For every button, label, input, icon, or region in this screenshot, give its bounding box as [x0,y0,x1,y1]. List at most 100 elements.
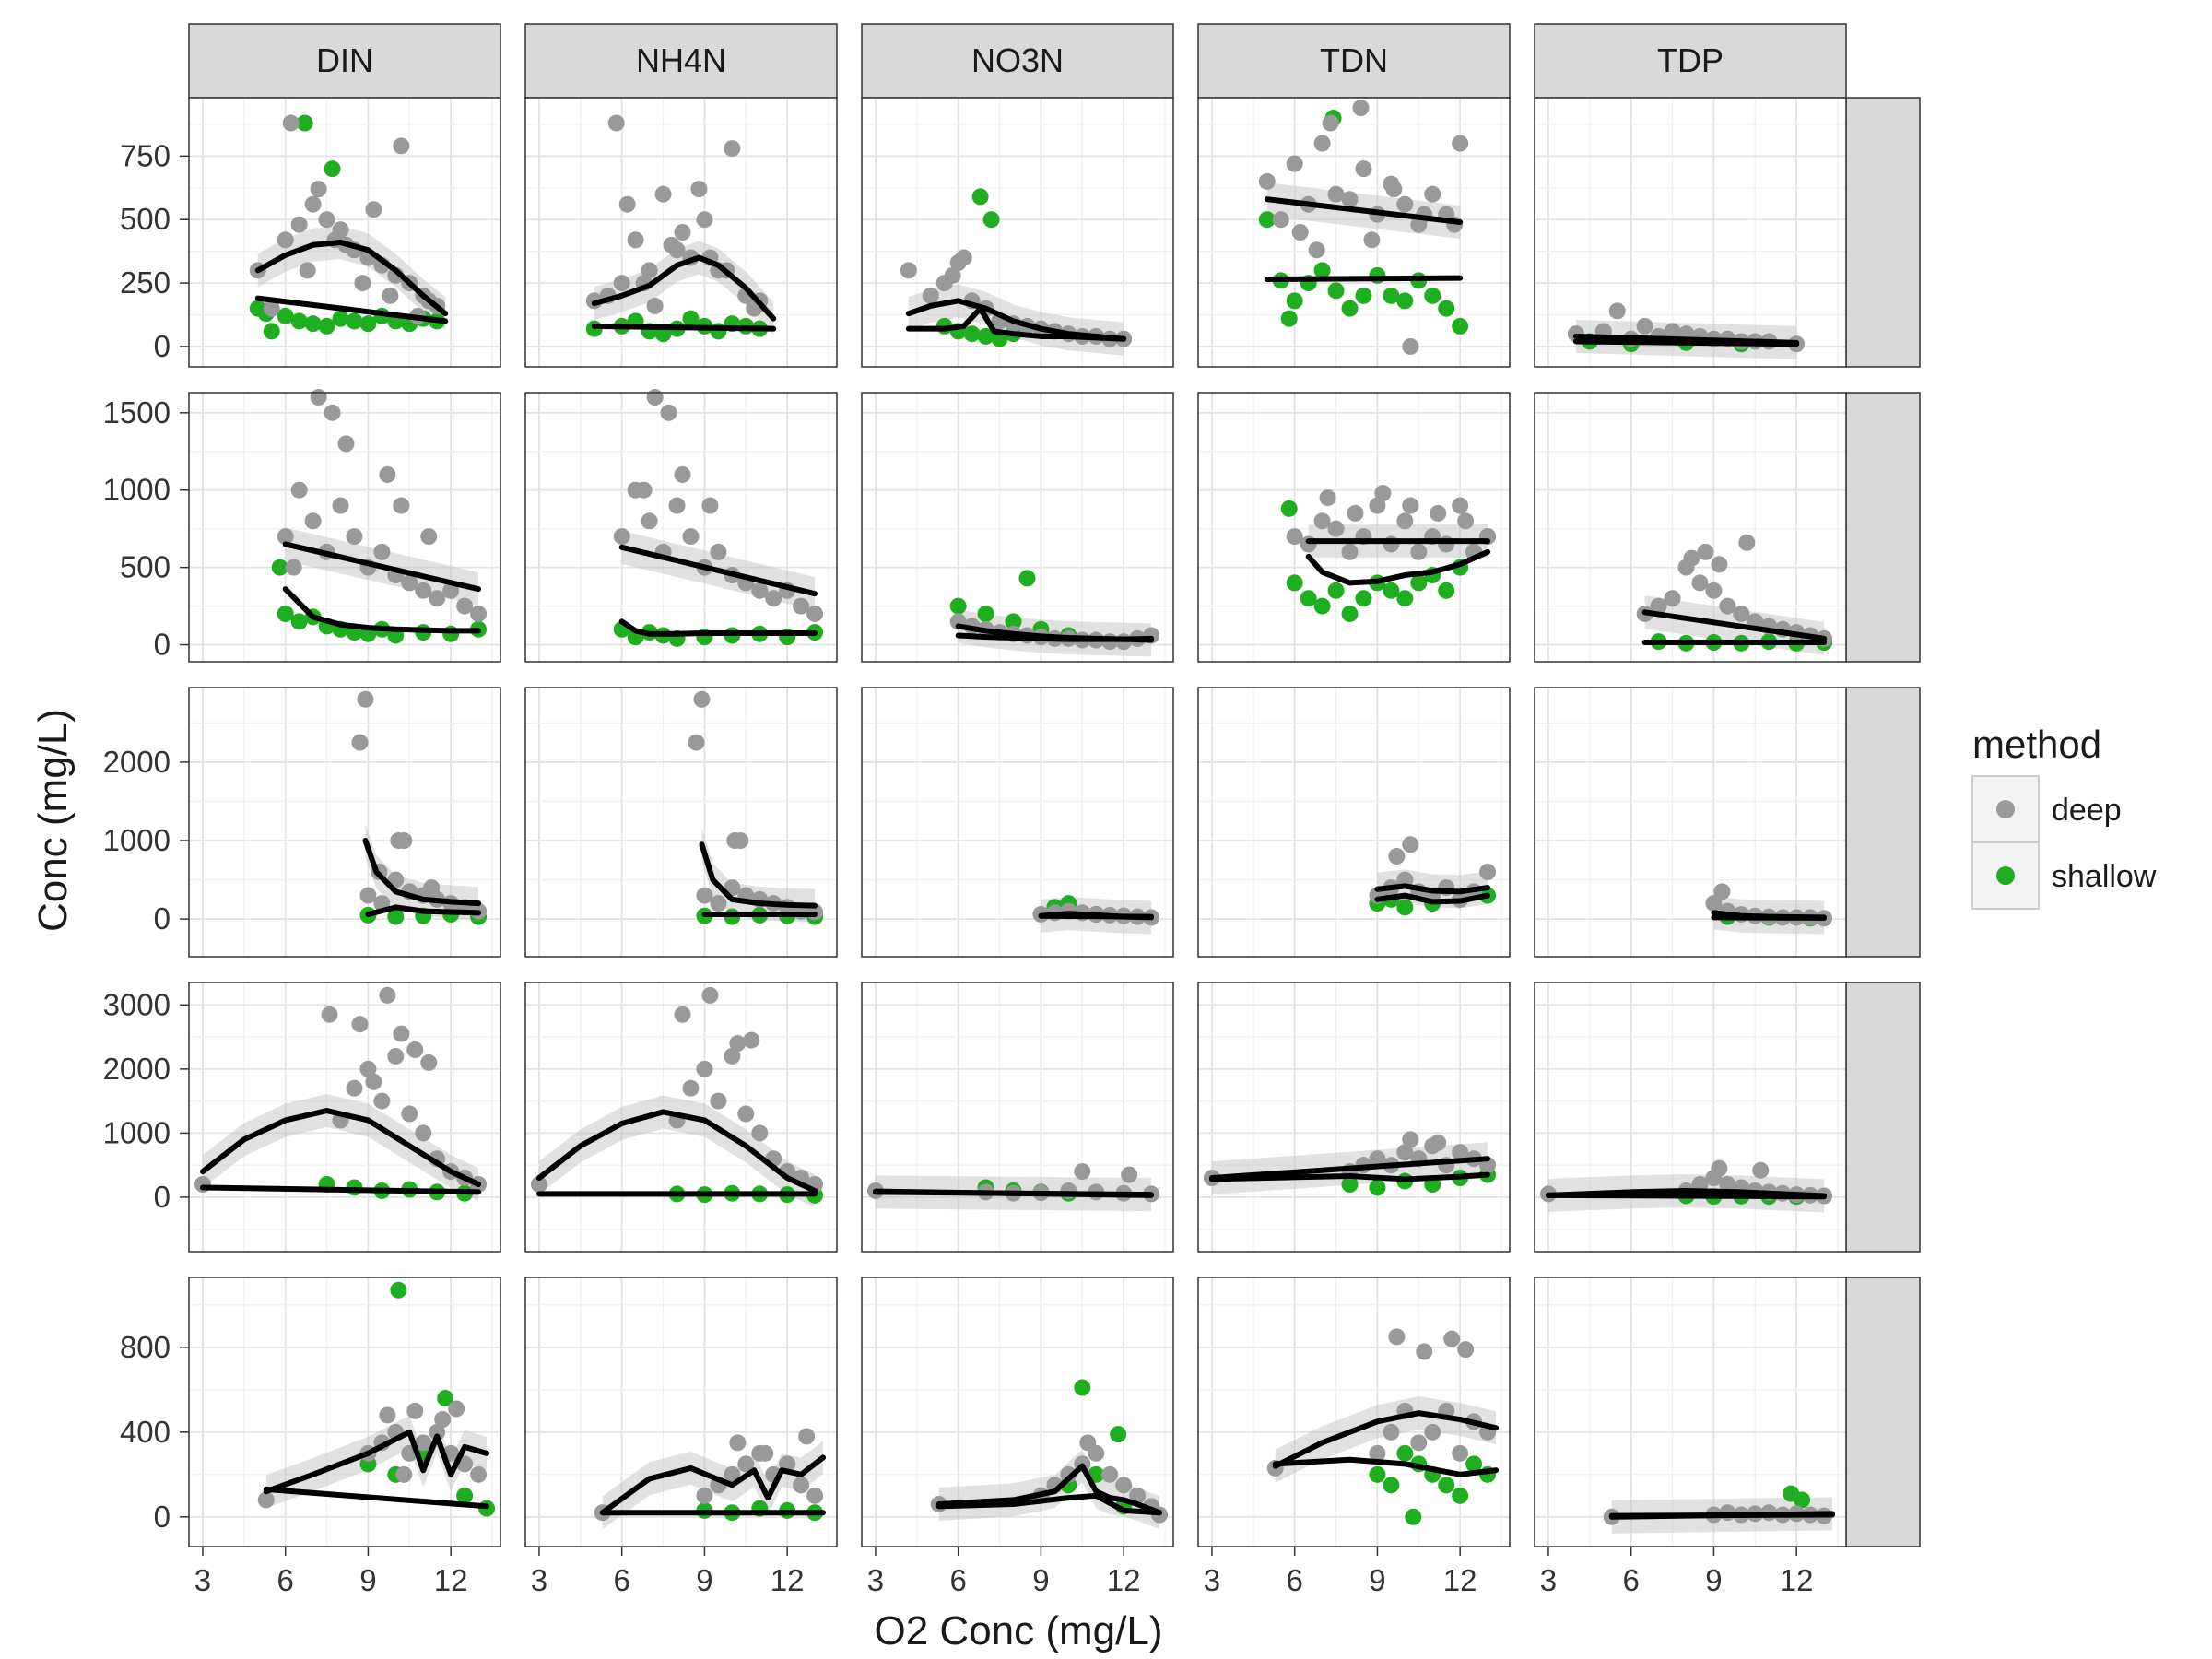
y-tick-label: 500 [120,550,171,584]
data-point-deep [607,114,625,132]
data-point-deep [806,1487,824,1504]
data-point-deep [1291,224,1309,241]
panel-border [188,687,501,958]
data-point-deep [613,528,630,546]
data-point-deep [1457,1341,1475,1359]
data-point-deep [365,201,382,218]
data-point-deep [1705,895,1723,912]
x-tick-label: 3 [531,1563,547,1597]
smooth-line-deep [263,1429,490,1495]
x-tick-label: 12 [1780,1563,1814,1597]
data-point-deep [1697,543,1714,560]
data-point-shallow [304,315,322,333]
data-point-deep [1382,1423,1400,1441]
facet-panel [188,1277,501,1547]
panel-border [1534,687,1847,958]
data-point-deep [395,832,413,850]
facet-panel [1197,982,1511,1253]
data-point-deep [379,1406,396,1424]
column-strip-background [861,23,1174,99]
data-point-deep [641,262,658,279]
data-point-deep [751,582,769,599]
data-point-shallow [290,312,308,330]
smooth-line-shallow [365,904,482,918]
data-point-deep [1363,231,1381,249]
data-point-deep [1650,597,1667,615]
panel-border [188,392,501,663]
data-point-deep [668,497,686,514]
data-point-deep [337,435,355,453]
data-point-deep [922,287,939,304]
data-point-deep [955,249,972,266]
data-point-deep [1711,1159,1728,1177]
data-point-deep [1416,1343,1433,1360]
smooth-line-shallow [199,1184,482,1195]
data-point-shallow [1382,1477,1400,1494]
data-point-deep [688,734,705,751]
data-point-deep [1121,1166,1138,1183]
column-strip: TDN [1197,23,1511,99]
data-point-deep [1608,302,1626,320]
data-point-shallow [1369,1179,1386,1196]
data-point-deep [696,1060,713,1077]
data-point-deep [1313,512,1331,530]
panel-background [1535,98,1846,367]
x-tick-label: 6 [277,1563,294,1597]
data-point-deep [724,1465,741,1483]
y-axis-title: Conc (mg/L) [30,709,76,932]
data-point-shallow [1110,1426,1127,1443]
panel-border [524,392,838,663]
smooth-line-deep [1272,1410,1500,1469]
data-point-deep [1355,160,1372,178]
column-strip-background [1197,23,1511,99]
row-strip: Crystal Lake [1845,687,1921,958]
y-tick-label: 500 [120,202,171,236]
facet-panel [524,97,838,368]
data-point-deep [1452,1444,1469,1462]
data-point-deep [351,734,369,751]
column-strip-background [1534,23,1847,99]
data-point-deep [448,1400,465,1418]
data-point-deep [1738,534,1756,551]
smooth-line-deep [1208,1156,1491,1182]
panel-border [188,982,501,1253]
panel-border [524,97,838,368]
facet-panel [1534,982,1847,1253]
data-point-deep [613,275,630,292]
data-point-deep [641,512,658,530]
data-point-deep [737,1105,755,1123]
x-tick-label: 3 [1540,1563,1557,1597]
data-point-deep [257,1491,275,1509]
panel-border [861,687,1174,958]
row-strip: Allequash Lake [1845,97,1921,368]
data-point-shallow [1382,287,1400,304]
facet-panel [861,97,1174,368]
data-point-shallow [1452,317,1469,335]
row-strip-background [1845,982,1921,1253]
data-point-deep [420,1053,438,1071]
data-point-deep [401,1105,418,1123]
data-point-shallow [359,315,377,333]
panel-border [861,982,1174,1253]
facet-panel [1534,1277,1847,1547]
data-point-deep [351,1016,369,1033]
data-point-shallow [1438,582,1455,599]
data-point-deep [1385,181,1403,198]
data-point-deep [346,528,363,546]
data-point-deep [1479,864,1497,881]
data-point-deep [379,465,396,483]
data-point-deep [660,404,677,421]
data-point-deep [757,1444,774,1462]
panel-border [1197,97,1511,368]
data-point-deep [1691,574,1709,592]
smooth-line-deep [1608,1511,1836,1520]
data-point-deep [1308,241,1325,259]
data-point-deep [793,597,810,615]
data-point-deep [276,528,294,546]
data-point-deep [429,1423,446,1441]
panel-border [1534,392,1847,663]
facet-panel [861,687,1174,958]
data-point-deep [1101,1465,1119,1483]
panel-border [524,687,838,958]
data-point-shallow [1327,282,1345,300]
